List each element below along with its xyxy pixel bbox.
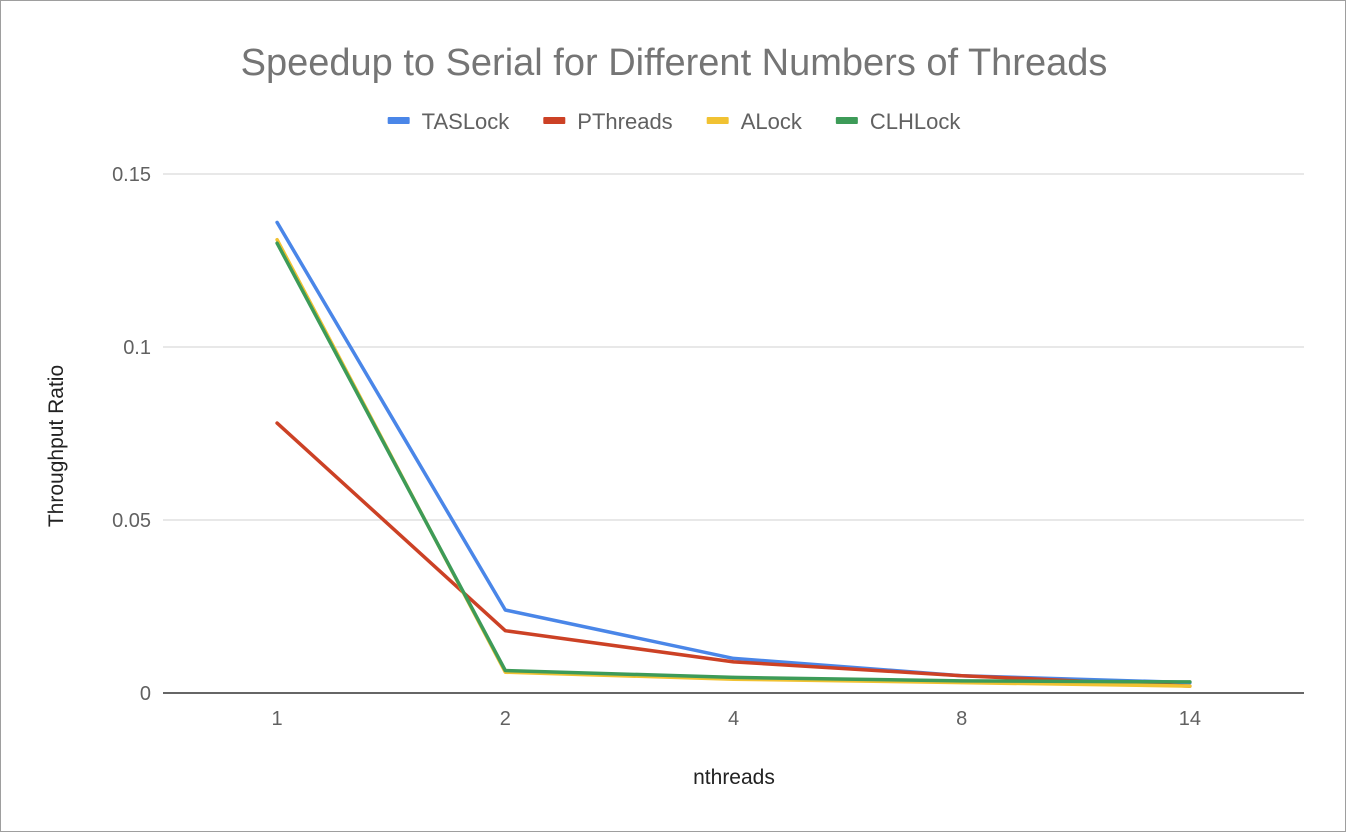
data-point-alock xyxy=(1188,684,1192,688)
data-point-pthreads xyxy=(960,674,964,678)
legend-label: TASLock xyxy=(422,109,511,134)
series-line-taslock xyxy=(275,220,1192,685)
legend-item-clhlock: CLHLock xyxy=(835,109,961,134)
y-tick-label: 0.1 xyxy=(123,337,151,359)
legend-label: CLHLock xyxy=(870,109,961,134)
legend-swatch xyxy=(706,117,729,124)
data-point-taslock xyxy=(275,220,279,224)
y-tick-label: 0 xyxy=(140,683,151,705)
chart-title: Speedup to Serial for Different Numbers … xyxy=(241,42,1108,84)
data-point-clhlock xyxy=(732,675,735,679)
data-point-taslock xyxy=(732,656,735,660)
data-point-clhlock xyxy=(1188,680,1192,684)
x-axis-ticks: 1 2 4 8 14 xyxy=(272,708,1201,730)
y-axis-title: Throughput Ratio xyxy=(45,365,68,527)
data-point-alock xyxy=(275,238,279,242)
legend-label: PThreads xyxy=(577,109,672,134)
data-point-taslock xyxy=(503,608,507,612)
legend-label: ALock xyxy=(741,109,803,134)
data-point-pthreads xyxy=(732,660,735,664)
y-tick-label: 0.15 xyxy=(112,164,151,186)
data-point-pthreads xyxy=(275,421,279,425)
data-point-clhlock xyxy=(960,679,964,683)
y-tick-label: 0.05 xyxy=(112,510,151,532)
series-lines xyxy=(275,220,1192,688)
legend-item-taslock: TASLock xyxy=(387,109,511,134)
data-point-clhlock xyxy=(275,241,279,245)
series-line-pthreads xyxy=(275,421,1192,688)
data-point-clhlock xyxy=(503,669,507,673)
data-point-pthreads xyxy=(503,629,507,633)
chart-legend: TASLock PThreads ALock CLHLock xyxy=(387,109,961,134)
x-axis-title: nthreads xyxy=(693,766,775,789)
x-tick-label: 2 xyxy=(500,708,511,730)
series-line-alock xyxy=(275,237,1192,688)
legend-item-alock: ALock xyxy=(706,109,803,134)
legend-swatch xyxy=(835,117,858,124)
legend-item-pthreads: PThreads xyxy=(543,109,673,134)
legend-swatch xyxy=(387,117,410,124)
x-tick-label: 4 xyxy=(728,708,739,730)
x-tick-label: 1 xyxy=(272,708,283,730)
series-line-clhlock xyxy=(275,241,1192,684)
legend-swatch xyxy=(543,117,566,124)
y-axis-ticks: 0 0.05 0.1 0.15 xyxy=(112,164,151,705)
gridlines xyxy=(163,173,1304,521)
x-tick-label: 14 xyxy=(1179,708,1201,730)
x-tick-label: 8 xyxy=(956,708,967,730)
